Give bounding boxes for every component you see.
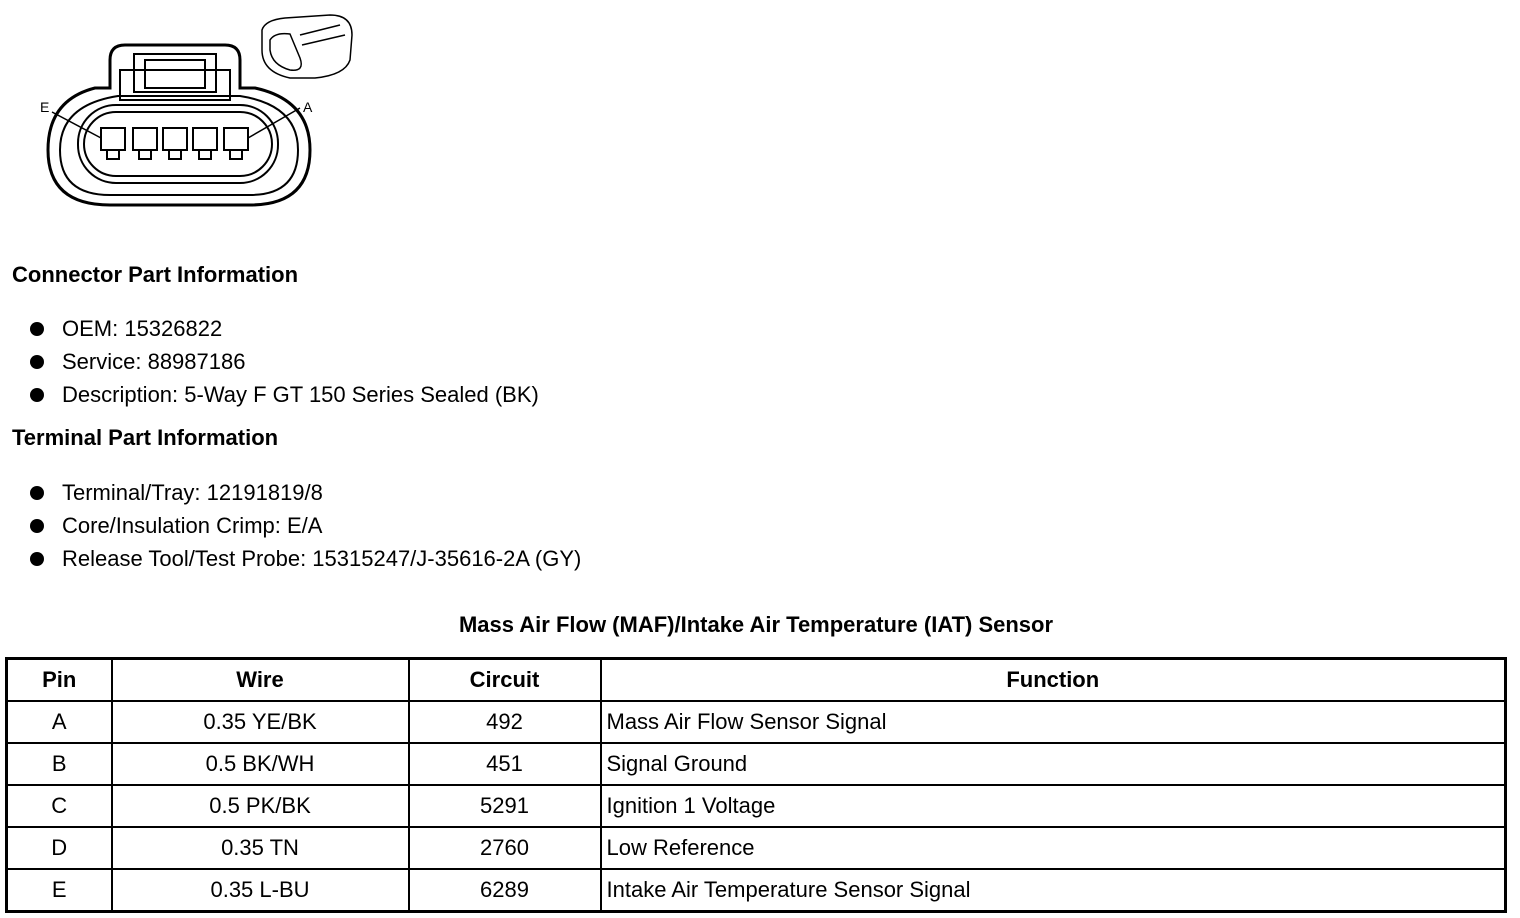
bullet-icon xyxy=(30,519,44,533)
cell-circuit: 5291 xyxy=(407,784,602,828)
table-row: C 0.5 PK/BK 5291 Ignition 1 Voltage xyxy=(5,784,1507,828)
header-pin: Pin xyxy=(5,657,113,702)
pin-label-a: A xyxy=(303,99,313,115)
list-item: Release Tool/Test Probe: 15315247/J-3561… xyxy=(30,542,581,575)
list-item: Core/Insulation Crimp: E/A xyxy=(30,509,581,542)
cell-pin: D xyxy=(5,826,113,870)
cell-pin: E xyxy=(5,868,113,913)
cell-function: Mass Air Flow Sensor Signal xyxy=(599,700,1507,744)
terminal-info-list: Terminal/Tray: 12191819/8 Core/Insulatio… xyxy=(30,476,581,575)
bullet-icon xyxy=(30,322,44,336)
table-title: Mass Air Flow (MAF)/Intake Air Temperatu… xyxy=(458,612,1054,637)
connector-info-list: OEM: 15326822 Service: 88987186 Descript… xyxy=(30,312,539,411)
table-row: D 0.35 TN 2760 Low Reference xyxy=(5,826,1507,870)
cell-circuit: 451 xyxy=(407,742,602,786)
cell-wire: 0.5 BK/WH xyxy=(110,742,410,786)
terminal-info-heading: Terminal Part Information xyxy=(12,425,279,450)
cell-function: Low Reference xyxy=(599,826,1507,870)
cell-function: Ignition 1 Voltage xyxy=(599,784,1507,828)
cell-wire: 0.35 TN xyxy=(110,826,410,870)
table-row: E 0.35 L-BU 6289 Intake Air Temperature Sen… xyxy=(5,868,1507,913)
connector-face-diagram: E A xyxy=(40,14,353,207)
cell-function: Intake Air Temperature Sensor Signal xyxy=(599,868,1507,913)
cell-wire: 0.35 L-BU xyxy=(110,868,410,913)
list-item: Terminal/Tray: 12191819/8 xyxy=(30,476,581,509)
table-header-row: Pin Wire Circuit Function xyxy=(5,657,1507,702)
cell-pin: C xyxy=(5,784,113,828)
cell-wire: 0.5 PK/BK xyxy=(110,784,410,828)
cell-circuit: 2760 xyxy=(407,826,602,870)
header-function: Function xyxy=(599,657,1507,702)
bullet-icon xyxy=(30,388,44,402)
list-item: OEM: 15326822 xyxy=(30,312,539,345)
cell-wire: 0.35 YE/BK xyxy=(110,700,410,744)
cell-pin: A xyxy=(5,700,113,744)
bullet-icon xyxy=(30,486,44,500)
pin-label-e: E xyxy=(40,99,49,115)
connector-info-heading: Connector Part Information xyxy=(12,262,299,287)
cell-circuit: 6289 xyxy=(407,868,602,913)
header-circuit: Circuit xyxy=(407,657,602,702)
cell-function: Signal Ground xyxy=(599,742,1507,786)
bullet-icon xyxy=(30,552,44,566)
table-row: B 0.5 BK/WH 451 Signal Ground xyxy=(5,742,1507,786)
table-row: A 0.35 YE/BK 492 Mass Air Flow Sensor Signa… xyxy=(5,700,1507,744)
list-item: Service: 88987186 xyxy=(30,345,539,378)
list-item: Description: 5-Way F GT 150 Series Seale… xyxy=(30,378,539,411)
cell-pin: B xyxy=(5,742,113,786)
header-wire: Wire xyxy=(110,657,410,702)
bullet-icon xyxy=(30,355,44,369)
cell-circuit: 492 xyxy=(407,700,602,744)
pinout-table: Pin Wire Circuit Function A 0.35 YE/BK 492… xyxy=(5,657,1507,913)
